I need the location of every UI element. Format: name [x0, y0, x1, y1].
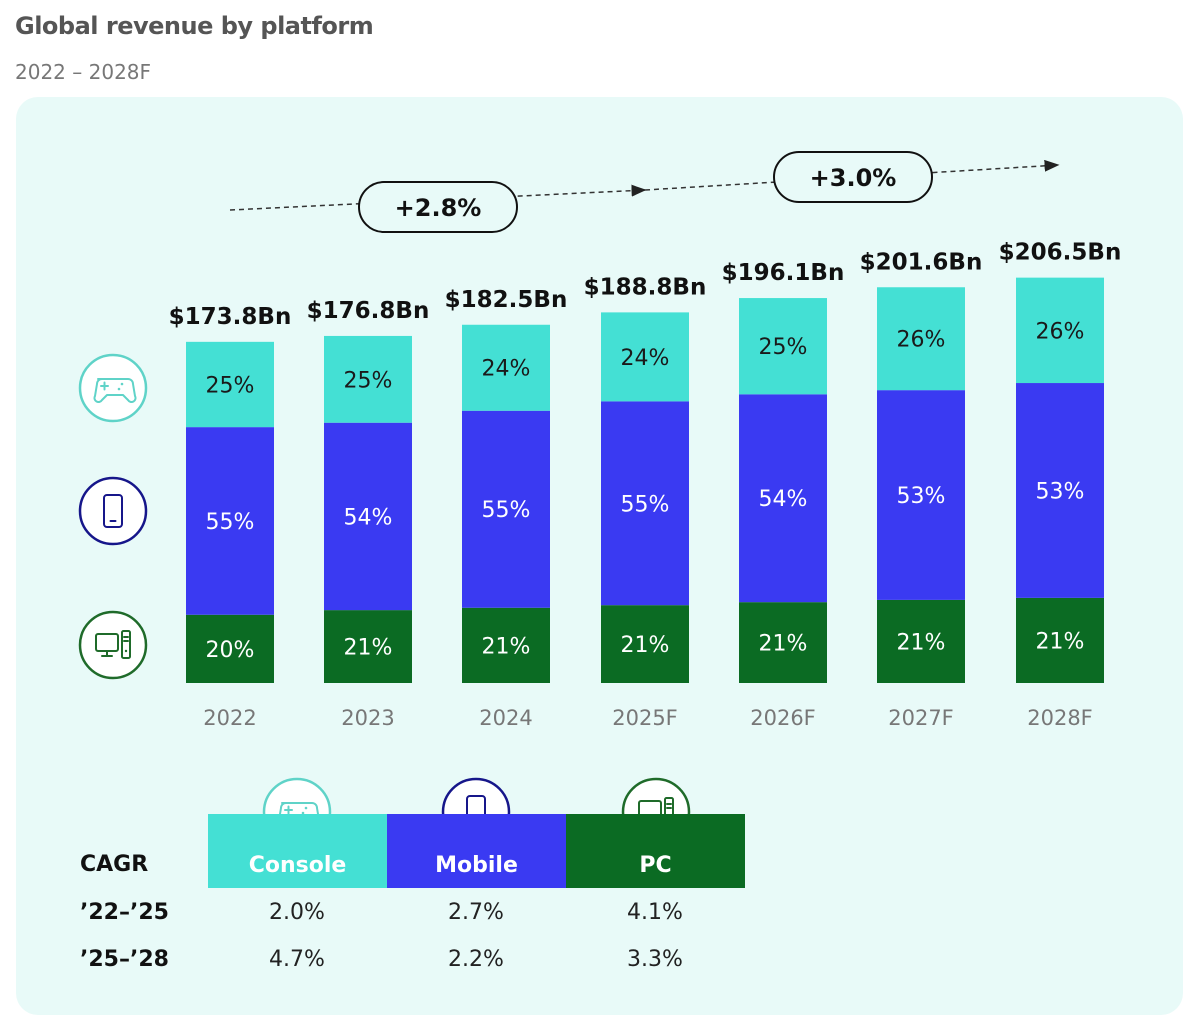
total-label: $173.8Bn [169, 304, 292, 330]
x-tick-label: 2028F [1027, 706, 1093, 730]
bar-segment-pc [601, 605, 689, 683]
segment-label-pc: 21% [482, 634, 531, 659]
segment-label-mobile: 53% [1036, 479, 1085, 504]
cagr-col-mobile: Mobile [387, 814, 566, 888]
total-label: $188.8Bn [584, 274, 707, 300]
total-label: $206.5Bn [999, 240, 1122, 266]
gamepad-shape [93, 378, 137, 403]
segment-label-console: 25% [759, 335, 808, 360]
total-label: $182.5Bn [445, 287, 568, 313]
cagr-col-pc: PC [566, 814, 745, 888]
segment-label-pc: 21% [1036, 629, 1085, 654]
bar-segment-mobile [324, 422, 412, 611]
x-tick-label: 2025F [612, 706, 678, 730]
segment-label-pc: 20% [206, 638, 255, 663]
chart-title: Global revenue by platform [15, 12, 374, 40]
growth-pill [773, 151, 933, 203]
cagr-col-console: Console [208, 814, 387, 888]
cagr-cell: 4.1% [627, 900, 683, 925]
tower-slots [666, 803, 672, 809]
growth-pill [358, 181, 518, 233]
bar-segment-console [462, 324, 550, 411]
growth-arrow [644, 159, 1060, 191]
segment-label-mobile: 55% [206, 510, 255, 535]
bar-segment-mobile [1016, 383, 1104, 598]
cagr-row-label: ’25–’28 [80, 947, 169, 972]
cagr-header: CAGR [80, 852, 149, 877]
button [304, 806, 308, 810]
bar-segment-console [324, 335, 412, 423]
stand [101, 650, 113, 657]
dpad [284, 805, 293, 815]
cagr-cell: 2.2% [448, 947, 504, 972]
icon-circle [78, 610, 148, 680]
bar-segment-pc [877, 599, 965, 683]
segment-label-console: 25% [344, 368, 393, 393]
x-tick-label: 2026F [750, 706, 816, 730]
bar-segment-pc [186, 614, 274, 683]
bar-segment-mobile [739, 394, 827, 603]
cagr-cell: 2.7% [448, 900, 504, 925]
tower-slots [123, 636, 129, 642]
bar-segment-pc [324, 610, 412, 683]
segment-label-pc: 21% [897, 630, 946, 655]
button [120, 382, 124, 386]
bar-segment-pc [739, 602, 827, 683]
smartphone-icon [78, 476, 148, 546]
total-label: $201.6Bn [860, 249, 983, 275]
x-tick-label: 2024 [479, 706, 532, 730]
total-label: $196.1Bn [722, 260, 845, 286]
growth-label: +2.8% [395, 194, 482, 222]
segment-label-console: 24% [621, 346, 670, 371]
bar-segment-mobile [877, 390, 965, 600]
segment-label-mobile: 55% [482, 498, 531, 523]
button [301, 811, 305, 815]
button [117, 387, 121, 391]
bar-segment-console [739, 298, 827, 395]
bar-segment-pc [1016, 597, 1104, 683]
segment-label-mobile: 55% [621, 492, 670, 517]
x-tick-label: 2022 [203, 706, 256, 730]
cagr-row-label: ’22–’25 [80, 900, 169, 925]
bar-segment-console [877, 287, 965, 391]
x-tick-label: 2023 [341, 706, 394, 730]
bar-segment-pc [462, 607, 550, 683]
dpad [100, 381, 109, 391]
icon-circle [78, 353, 148, 423]
desktop-pc-icon [78, 610, 148, 680]
x-tick-label: 2027F [888, 706, 954, 730]
segment-label-mobile: 54% [344, 505, 393, 530]
segment-label-pc: 21% [621, 633, 670, 658]
segment-label-mobile: 53% [897, 484, 946, 509]
segment-label-console: 24% [482, 357, 531, 382]
growth-label: +3.0% [810, 164, 897, 192]
power-dot [124, 649, 128, 653]
tower [121, 630, 131, 659]
segment-label-console: 26% [1036, 319, 1085, 344]
bar-segment-mobile [186, 427, 274, 615]
segment-label-pc: 21% [344, 636, 393, 661]
cagr-cell: 4.7% [269, 947, 325, 972]
bar-segment-console [186, 341, 274, 428]
bar-segment-console [1016, 277, 1104, 384]
icon-circle [78, 476, 148, 546]
bar-segment-console [601, 312, 689, 402]
cagr-cell: 2.0% [269, 900, 325, 925]
cagr-cell: 3.3% [627, 947, 683, 972]
phone-shape [103, 494, 123, 528]
total-label: $176.8Bn [307, 298, 430, 324]
bar-segment-mobile [601, 401, 689, 606]
gamepad-icon [78, 353, 148, 423]
segment-label-console: 26% [897, 328, 946, 353]
segment-label-console: 25% [206, 373, 255, 398]
bar-segment-mobile [462, 410, 550, 608]
segment-label-mobile: 54% [759, 487, 808, 512]
segment-label-pc: 21% [759, 632, 808, 657]
chart-subtitle: 2022 – 2028F [15, 60, 152, 84]
